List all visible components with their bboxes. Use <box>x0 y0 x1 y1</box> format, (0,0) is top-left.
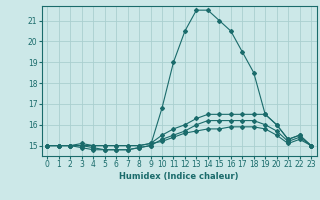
X-axis label: Humidex (Indice chaleur): Humidex (Indice chaleur) <box>119 172 239 181</box>
